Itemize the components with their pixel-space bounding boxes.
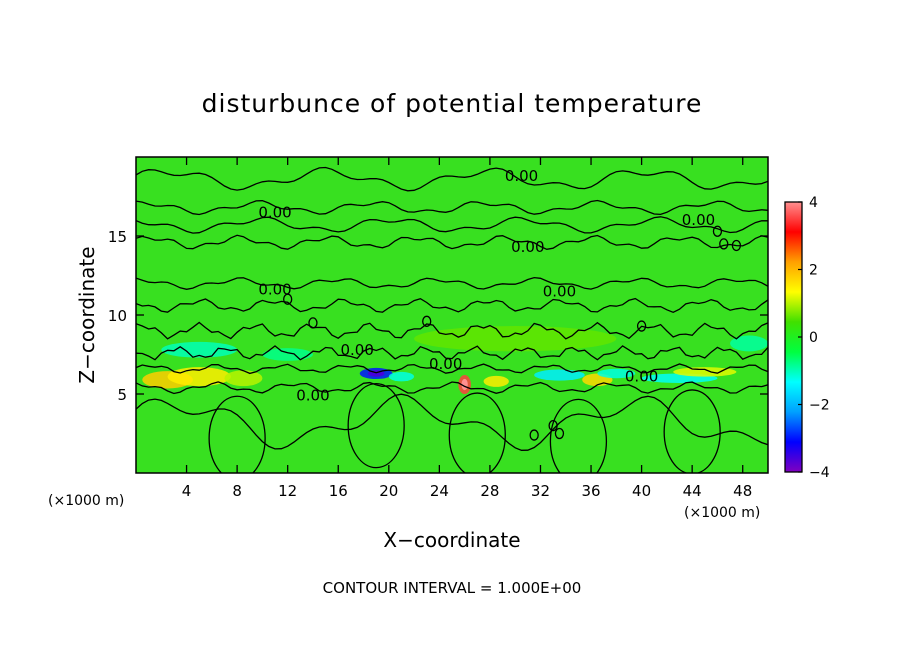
contour-plume-2 bbox=[448, 392, 506, 473]
contour-band-7 bbox=[136, 345, 768, 361]
contour-label-4: 0.00 bbox=[543, 282, 576, 300]
contour-label-1: 0.00 bbox=[258, 203, 291, 221]
x-tick-label-4: 20 bbox=[379, 482, 398, 500]
contour-cell-2 bbox=[529, 429, 539, 441]
x-tick-label-5: 24 bbox=[430, 482, 449, 500]
contour-label-9: 0.00 bbox=[296, 387, 329, 405]
x-tick-label-3: 16 bbox=[329, 482, 348, 500]
chart-title: disturbunce of potential temperature bbox=[202, 89, 703, 118]
y-axis-ticks: 5 10 15 bbox=[108, 228, 768, 404]
anomaly-warm-8 bbox=[483, 375, 509, 387]
anomaly-warm-2 bbox=[224, 370, 263, 387]
contour-label-5: 0.00 bbox=[258, 281, 291, 299]
contour-plume-0 bbox=[208, 395, 266, 473]
temperature-field bbox=[142, 326, 768, 394]
x-tick-label-10: 44 bbox=[683, 482, 702, 500]
contour-band-8 bbox=[136, 363, 768, 375]
x-axis-ticks: 4 8 12 16 20 24 28 32 36 40 44 48 bbox=[182, 157, 752, 500]
colorbar-ticks: −4 −2 0 2 4 bbox=[798, 195, 830, 481]
contour-plume-1 bbox=[347, 382, 405, 469]
contour-band-4 bbox=[136, 276, 768, 290]
colorbar-tick-label-2: 0 bbox=[809, 330, 818, 346]
anomaly-cool-3 bbox=[161, 341, 238, 358]
contour-band-5 bbox=[136, 297, 768, 314]
contour-cell-7 bbox=[308, 317, 318, 329]
contour-band-3 bbox=[136, 234, 768, 250]
x-tick-label-7: 32 bbox=[531, 482, 550, 500]
x-tick-label-1: 8 bbox=[232, 482, 242, 500]
y-tick-label-2: 15 bbox=[108, 228, 127, 246]
anomaly-cool-11 bbox=[597, 368, 636, 379]
contour-cell-6 bbox=[283, 293, 293, 305]
contour-cell-1 bbox=[554, 427, 565, 440]
y-tick-label-1: 10 bbox=[108, 307, 127, 325]
x-tick-label-2: 12 bbox=[278, 482, 297, 500]
contour-band-2 bbox=[136, 216, 768, 234]
colorbar-tick-label-4: 4 bbox=[809, 195, 818, 211]
contour-cell-8 bbox=[422, 315, 432, 327]
anomaly-cool-4 bbox=[262, 348, 313, 361]
contour-label-7: 0.00 bbox=[429, 355, 462, 373]
x-tick-label-0: 4 bbox=[182, 482, 192, 500]
contour-lines bbox=[136, 166, 768, 473]
x-tick-label-11: 48 bbox=[733, 482, 752, 500]
contour-interval-note: CONTOUR INTERVAL = 1.000E+00 bbox=[323, 579, 582, 597]
contour-label-2: 0.00 bbox=[682, 211, 715, 229]
x-axis-label: X−coordinate bbox=[383, 528, 520, 552]
contour-band-0 bbox=[136, 166, 768, 192]
x-tick-label-8: 36 bbox=[581, 482, 600, 500]
anomaly-cool-6 bbox=[388, 371, 415, 382]
contour-cell-5 bbox=[712, 225, 723, 237]
colorbar-tick-label-0: −4 bbox=[809, 465, 830, 481]
y-axis-label: Z−coordinate bbox=[75, 246, 99, 383]
contour-label-6: 0.00 bbox=[340, 341, 373, 359]
contour-band-9 bbox=[136, 381, 768, 395]
colorbar-tick-label-1: −2 bbox=[809, 398, 830, 414]
contour-label-8: 0.00 bbox=[625, 368, 658, 386]
anomaly-warm-15 bbox=[414, 326, 617, 352]
plot-area: 0.000.00 0.000.000.000.000.000.000.000.00… bbox=[108, 156, 769, 500]
y-tick-label-0: 5 bbox=[117, 386, 127, 404]
contour-band-10 bbox=[136, 393, 768, 451]
contour-plume-4 bbox=[663, 389, 721, 473]
colorbar: −4 −2 0 2 4 bbox=[784, 195, 830, 481]
contour-cell-0 bbox=[548, 419, 558, 432]
anomaly-warm-13 bbox=[673, 367, 737, 377]
contour-band-6 bbox=[136, 321, 768, 340]
contour-cell-9 bbox=[636, 320, 647, 332]
contour-label-0: 0.00 bbox=[505, 167, 538, 185]
contour-plume-3 bbox=[549, 398, 608, 473]
contour-cell-4 bbox=[731, 239, 742, 252]
contour-band-1 bbox=[136, 199, 768, 216]
contour-label-3: 0.00 bbox=[511, 238, 544, 256]
anomaly-cool-14 bbox=[730, 335, 768, 352]
x-tick-label-6: 28 bbox=[480, 482, 499, 500]
x-unit-left: (×1000 m) bbox=[48, 493, 124, 509]
contour-cell-3 bbox=[719, 238, 729, 250]
x-unit-right: (×1000 m) bbox=[684, 505, 760, 521]
colorbar-tick-label-3: 2 bbox=[809, 263, 818, 279]
plot-background bbox=[136, 157, 768, 473]
contour-labels: 0.00 0.00 0.00 0.00 0.00 0.00 0.00 0.00 0.00 0.00 bbox=[258, 167, 715, 405]
x-tick-label-9: 40 bbox=[632, 482, 651, 500]
